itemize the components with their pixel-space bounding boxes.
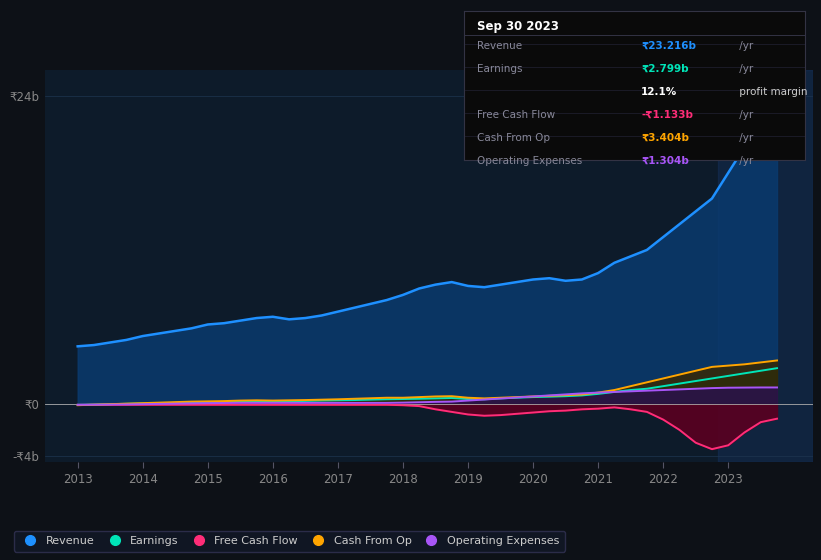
Text: Operating Expenses: Operating Expenses [478, 156, 583, 166]
Text: /yr: /yr [736, 41, 754, 51]
Text: Earnings: Earnings [478, 64, 523, 74]
Text: ₹23.216b: ₹23.216b [641, 41, 696, 51]
Text: Cash From Op: Cash From Op [478, 133, 551, 143]
Text: /yr: /yr [736, 133, 754, 143]
Text: -₹1.133b: -₹1.133b [641, 110, 693, 120]
Text: /yr: /yr [736, 156, 754, 166]
Text: /yr: /yr [736, 64, 754, 74]
Text: Revenue: Revenue [478, 41, 523, 51]
Legend: Revenue, Earnings, Free Cash Flow, Cash From Op, Operating Expenses: Revenue, Earnings, Free Cash Flow, Cash … [14, 530, 565, 552]
Text: 12.1%: 12.1% [641, 87, 677, 97]
Text: profit margin: profit margin [736, 87, 808, 97]
Text: Free Cash Flow: Free Cash Flow [478, 110, 556, 120]
Text: ₹2.799b: ₹2.799b [641, 64, 689, 74]
Text: /yr: /yr [736, 110, 754, 120]
Bar [718, 70, 813, 462]
Text: ₹3.404b: ₹3.404b [641, 133, 689, 143]
Text: Sep 30 2023: Sep 30 2023 [478, 20, 559, 33]
Text: ₹1.304b: ₹1.304b [641, 156, 689, 166]
